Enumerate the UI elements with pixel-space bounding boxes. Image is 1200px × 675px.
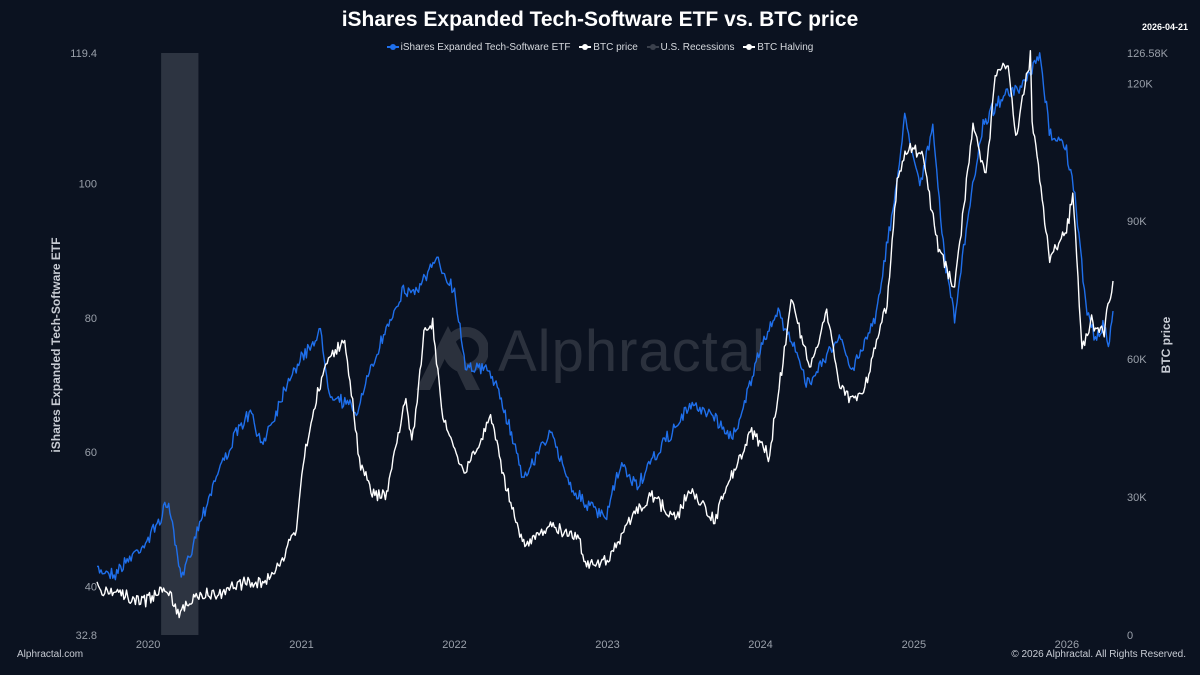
y-left-tick-label: 60 xyxy=(85,447,97,459)
series-layer xyxy=(96,50,1114,619)
legend-label-halving: BTC Halving xyxy=(757,42,814,53)
x-axis: 2020 2021 2022 2023 2024 2025 2026 xyxy=(136,639,1079,651)
x-tick-label: 2021 xyxy=(289,639,313,651)
chart-legend: iShares Expanded Tech-Software ETF BTC p… xyxy=(0,42,1200,53)
legend-label-btc: BTC price xyxy=(593,42,638,53)
legend-marker-recessions xyxy=(646,44,659,51)
series-line-etf xyxy=(96,52,1114,581)
recession-band-layer xyxy=(161,53,199,635)
legend-marker-btc xyxy=(579,44,592,51)
y-left-tick-label: 119.4 xyxy=(70,48,97,60)
chart-date: 2026-04-21 xyxy=(1141,22,1188,32)
recession-band xyxy=(161,53,199,635)
y-right-tick-label: 126.58K xyxy=(1127,48,1169,60)
y-left-tick-label: 32.8 xyxy=(76,630,97,642)
watermark: Alphractal xyxy=(498,319,766,384)
x-tick-label: 2020 xyxy=(136,639,160,651)
x-tick-label: 2024 xyxy=(748,639,772,651)
y-right-tick-label: 120K xyxy=(1127,78,1153,90)
y-axis-left-title: iShares Expanded Tech-Software ETF xyxy=(49,237,63,452)
footer-copyright: © 2026 Alphractal. All Rights Reserved. xyxy=(1011,649,1186,660)
x-tick-label: 2025 xyxy=(902,639,926,651)
y-axis-right-title: BTC price xyxy=(1159,316,1173,373)
legend-item-recessions[interactable]: U.S. Recessions xyxy=(646,42,735,53)
legend-label-recessions: U.S. Recessions xyxy=(660,42,735,53)
legend-item-etf[interactable]: iShares Expanded Tech-Software ETF xyxy=(386,42,571,53)
y-axis-right: 0 30K 60K 90K 120K 126.58K xyxy=(1127,48,1169,642)
legend-marker-halving xyxy=(743,44,756,51)
y-right-tick-label: 0 xyxy=(1127,630,1133,642)
footer-site[interactable]: Alphractal.com xyxy=(17,649,84,660)
chart-title: iShares Expanded Tech-Software ETF vs. B… xyxy=(341,8,859,31)
y-left-tick-label: 100 xyxy=(79,178,97,190)
y-left-tick-label: 40 xyxy=(85,582,97,594)
legend-marker-etf xyxy=(386,44,399,51)
watermark-logo-icon xyxy=(416,326,488,390)
legend-item-halving[interactable]: BTC Halving xyxy=(743,42,813,53)
series-line-btc xyxy=(96,50,1114,619)
y-right-tick-label: 90K xyxy=(1127,216,1147,228)
y-left-tick-label: 80 xyxy=(85,313,97,325)
legend-label-etf: iShares Expanded Tech-Software ETF xyxy=(400,42,571,53)
legend-item-btc[interactable]: BTC price xyxy=(579,42,638,53)
y-right-tick-label: 30K xyxy=(1127,492,1147,504)
x-tick-label: 2023 xyxy=(595,639,619,651)
y-right-tick-label: 60K xyxy=(1127,354,1147,366)
y-axis-left: 32.8 40 60 80 100 119.4 xyxy=(70,48,97,642)
x-tick-label: 2026 xyxy=(1055,639,1079,651)
x-tick-label: 2022 xyxy=(442,639,466,651)
